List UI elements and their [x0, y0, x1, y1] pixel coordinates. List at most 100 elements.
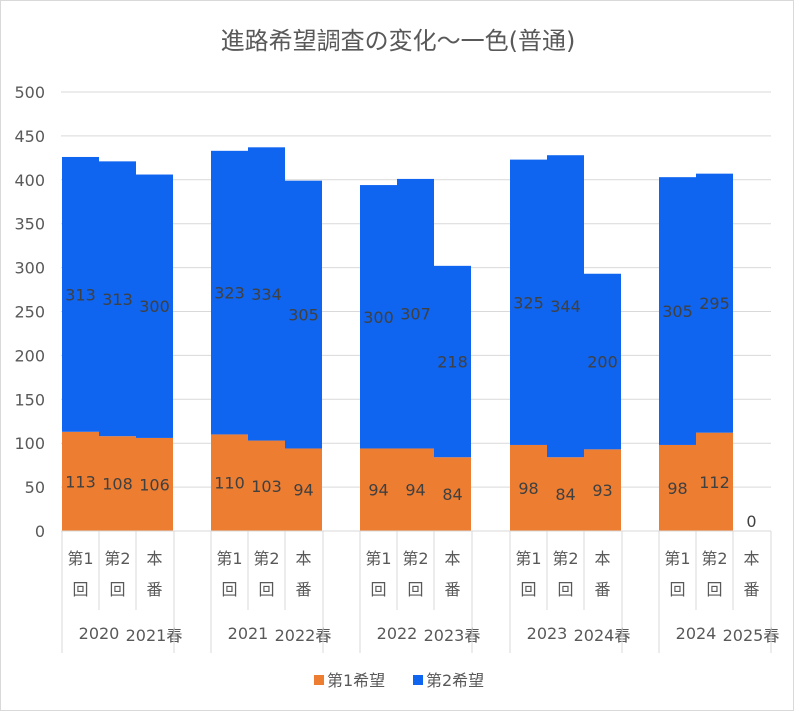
data-label-first-choice: 103 [251, 477, 282, 496]
bar-segment-first-choice [434, 457, 471, 531]
bar-segment-second-choice [434, 265, 471, 458]
category-label-line1: 第2 [552, 549, 578, 568]
category-label-line1: 本 [146, 549, 162, 568]
bar-segment-first-choice [211, 434, 248, 531]
chart-title: 進路希望調査の変化〜一色(普通) [221, 27, 576, 55]
category-label-line1: 本 [295, 549, 311, 568]
bar-segment-second-choice [547, 155, 584, 458]
category-label-line1: 第2 [104, 549, 130, 568]
data-label-first-choice: 84 [555, 485, 575, 504]
data-label-first-choice: 110 [214, 474, 245, 493]
group-year-label: 2023 [527, 624, 568, 643]
category-label-line1: 第1 [515, 549, 541, 568]
bar-segment-second-choice [510, 159, 547, 445]
bar-segment-first-choice [136, 437, 173, 531]
category-label-line2: 番 [146, 580, 162, 599]
category-label-line2: 回 [109, 580, 125, 599]
data-label-second-choice: 218 [437, 353, 468, 372]
data-label-first-choice: 93 [592, 481, 612, 500]
bar-segment-second-choice [584, 273, 621, 450]
category-label-line1: 第2 [701, 549, 727, 568]
group-year-label: 2020 [79, 624, 120, 643]
data-label-second-choice: 305 [288, 306, 319, 325]
category-label-line2: 番 [295, 580, 311, 599]
category-label-line1: 本 [594, 549, 610, 568]
category-label-line2: 番 [743, 580, 759, 599]
category-label-line1: 第1 [67, 549, 93, 568]
bar-segment-first-choice [285, 448, 322, 531]
data-label-first-choice: 106 [139, 475, 170, 494]
bar-segment-second-choice [136, 174, 173, 438]
category-label-line2: 番 [444, 580, 460, 599]
category-label-line2: 回 [407, 580, 423, 599]
category-label-line2: 回 [221, 580, 237, 599]
y-tick-label: 200 [14, 346, 45, 365]
bar-segment-first-choice [659, 444, 696, 531]
bar-segment-first-choice [696, 432, 733, 531]
group-target-label: 2022春 [275, 626, 332, 645]
group-year-label: 2024 [676, 624, 717, 643]
data-label-first-choice: 112 [699, 473, 730, 492]
bar-segment-second-choice [99, 161, 136, 437]
bar-segment-second-choice [659, 177, 696, 445]
group-target-label: 2021春 [126, 626, 183, 645]
group-target-label: 2024春 [574, 626, 631, 645]
data-label-second-choice: 334 [251, 285, 282, 304]
y-tick-label: 350 [14, 215, 45, 234]
data-label-second-choice: 300 [139, 297, 170, 316]
data-label-second-choice: 305 [662, 302, 693, 321]
data-label-first-choice: 108 [102, 475, 133, 494]
category-label-line2: 回 [669, 580, 685, 599]
category-label-line2: 回 [370, 580, 386, 599]
legend-swatch-second-choice [413, 675, 423, 685]
group-year-label: 2022 [377, 624, 418, 643]
bar-segment-first-choice [99, 436, 136, 531]
category-label-line1: 第1 [365, 549, 391, 568]
y-tick-label: 300 [14, 259, 45, 278]
bar-segment-second-choice [62, 156, 99, 432]
data-label-first-choice: 84 [442, 485, 462, 504]
group-target-label: 2025春 [723, 626, 780, 645]
category-label-line1: 第1 [216, 549, 242, 568]
y-tick-label: 100 [14, 434, 45, 453]
data-label-second-choice: 200 [587, 353, 618, 372]
category-label-line2: 回 [72, 580, 88, 599]
category-label-line2: 番 [594, 580, 610, 599]
data-label-first-choice: 94 [405, 481, 425, 500]
y-tick-label: 400 [14, 171, 45, 190]
bar-segment-first-choice [584, 449, 621, 531]
bar-segment-second-choice [360, 185, 397, 449]
category-label-line1: 第1 [664, 549, 690, 568]
data-label-first-choice: 94 [368, 481, 388, 500]
data-label-second-choice: 313 [65, 285, 96, 304]
legend-swatch-first-choice [314, 675, 324, 685]
data-label-second-choice: 300 [363, 308, 394, 327]
data-label-second-choice: 325 [513, 293, 544, 312]
data-label-second-choice: 295 [699, 294, 730, 313]
data-label-first-choice: 94 [293, 481, 313, 500]
data-label-second-choice: 344 [550, 297, 581, 316]
y-tick-label: 500 [14, 83, 45, 102]
y-tick-label: 0 [35, 522, 45, 541]
bar-segment-first-choice [360, 448, 397, 531]
y-tick-label: 50 [25, 478, 45, 497]
data-label-first-choice: 98 [518, 479, 538, 498]
bar-segment-second-choice [211, 150, 248, 435]
category-label-line1: 第2 [402, 549, 428, 568]
data-label-second-choice: 313 [102, 290, 133, 309]
data-label-second-choice: 307 [400, 305, 431, 324]
y-tick-label: 250 [14, 303, 45, 322]
category-label-line2: 回 [258, 580, 274, 599]
bar-segment-first-choice [62, 431, 99, 531]
legend-label-second-choice: 第2希望 [426, 671, 484, 690]
category-label-line2: 回 [557, 580, 573, 599]
data-label-first-choice: 113 [65, 472, 96, 491]
data-label-first-choice: 98 [667, 479, 687, 498]
group-year-label: 2021 [228, 624, 269, 643]
bar-segment-first-choice [397, 448, 434, 531]
y-tick-label: 450 [14, 127, 45, 146]
bar-segment-second-choice [397, 178, 434, 449]
bar-segment-second-choice [285, 180, 322, 449]
